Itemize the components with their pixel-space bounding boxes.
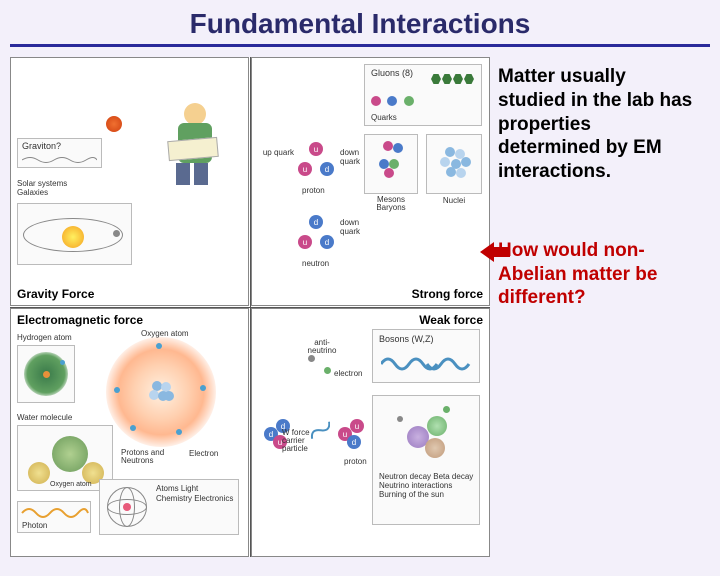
weak-electron-label: electron — [334, 369, 362, 378]
reader-figure — [166, 103, 226, 188]
question-paragraph: How would non-Abelian matter be differen… — [498, 239, 698, 310]
proton-icon: u u d — [294, 140, 340, 186]
oxygen-atom-icon — [106, 337, 216, 447]
quadrant-strong: Gluons (8) Quarks u u d — [251, 57, 490, 306]
intro-paragraph: Matter usually studied in the lab has pr… — [498, 65, 698, 184]
text-column: Matter usually studied in the lab has pr… — [490, 47, 710, 567]
left-arrow-icon — [480, 241, 510, 263]
graviton-label: Graviton? — [22, 141, 61, 151]
gluons-label: Gluons (8) — [371, 68, 413, 78]
apple-icon — [106, 116, 122, 132]
quadrant-em: Electromagnetic force O — [10, 308, 249, 557]
electron-label: Electron — [189, 449, 218, 458]
em-label: Electromagnetic force — [17, 313, 143, 327]
sun-icon — [62, 226, 84, 248]
photon-label: Photon — [22, 521, 47, 530]
quadrant-weak: Weak force Bosons (W,Z) d d u — [251, 308, 490, 557]
content-row: Graviton? Solar systems Galaxies Gravity… — [0, 47, 720, 567]
neutron-icon: d u d — [294, 213, 340, 259]
planet-icon — [113, 230, 120, 237]
neutron-label: neutron — [302, 259, 329, 268]
water-label: Water molecule — [17, 413, 72, 422]
four-forces-diagram: Graviton? Solar systems Galaxies Gravity… — [10, 57, 490, 557]
solar-label: Solar systems Galaxies — [17, 180, 97, 198]
down-quark-label-2: down quark — [340, 218, 374, 236]
proton-label: proton — [302, 186, 325, 195]
quarks-label: Quarks — [371, 113, 397, 122]
decay-label: Neutron decay Beta decay Neutrino intera… — [379, 472, 475, 500]
weak-proton-label: proton — [344, 457, 367, 466]
antineutrino-label: anti-neutrino — [300, 339, 344, 355]
diagram-area: Graviton? Solar systems Galaxies Gravity… — [0, 47, 490, 567]
mesons-label: Mesons Baryons — [364, 196, 418, 212]
oxygen-label-2: Oxygen atom — [50, 481, 92, 488]
bosons-label: Bosons (W,Z) — [379, 334, 434, 344]
quadrant-gravity: Graviton? Solar systems Galaxies Gravity… — [10, 57, 249, 306]
weak-label: Weak force — [419, 313, 483, 327]
gluon-chain-icon — [431, 71, 475, 89]
atoms-etc-label: Atoms Light Chemistry Electronics — [156, 484, 236, 503]
slide-title: Fundamental Interactions — [10, 0, 710, 47]
wforce-label: W force carrier particle — [282, 429, 322, 453]
oxygen-label: Oxygen atom — [141, 329, 189, 338]
gravity-label: Gravity Force — [17, 287, 94, 301]
up-quark-label: up quark — [260, 148, 294, 157]
hydrogen-label: Hydrogen atom — [17, 333, 72, 342]
protons-neutrons-label: Protons and Neutrons — [121, 449, 181, 465]
strong-label: Strong force — [412, 287, 483, 301]
nuclei-label: Nuclei — [426, 196, 482, 205]
